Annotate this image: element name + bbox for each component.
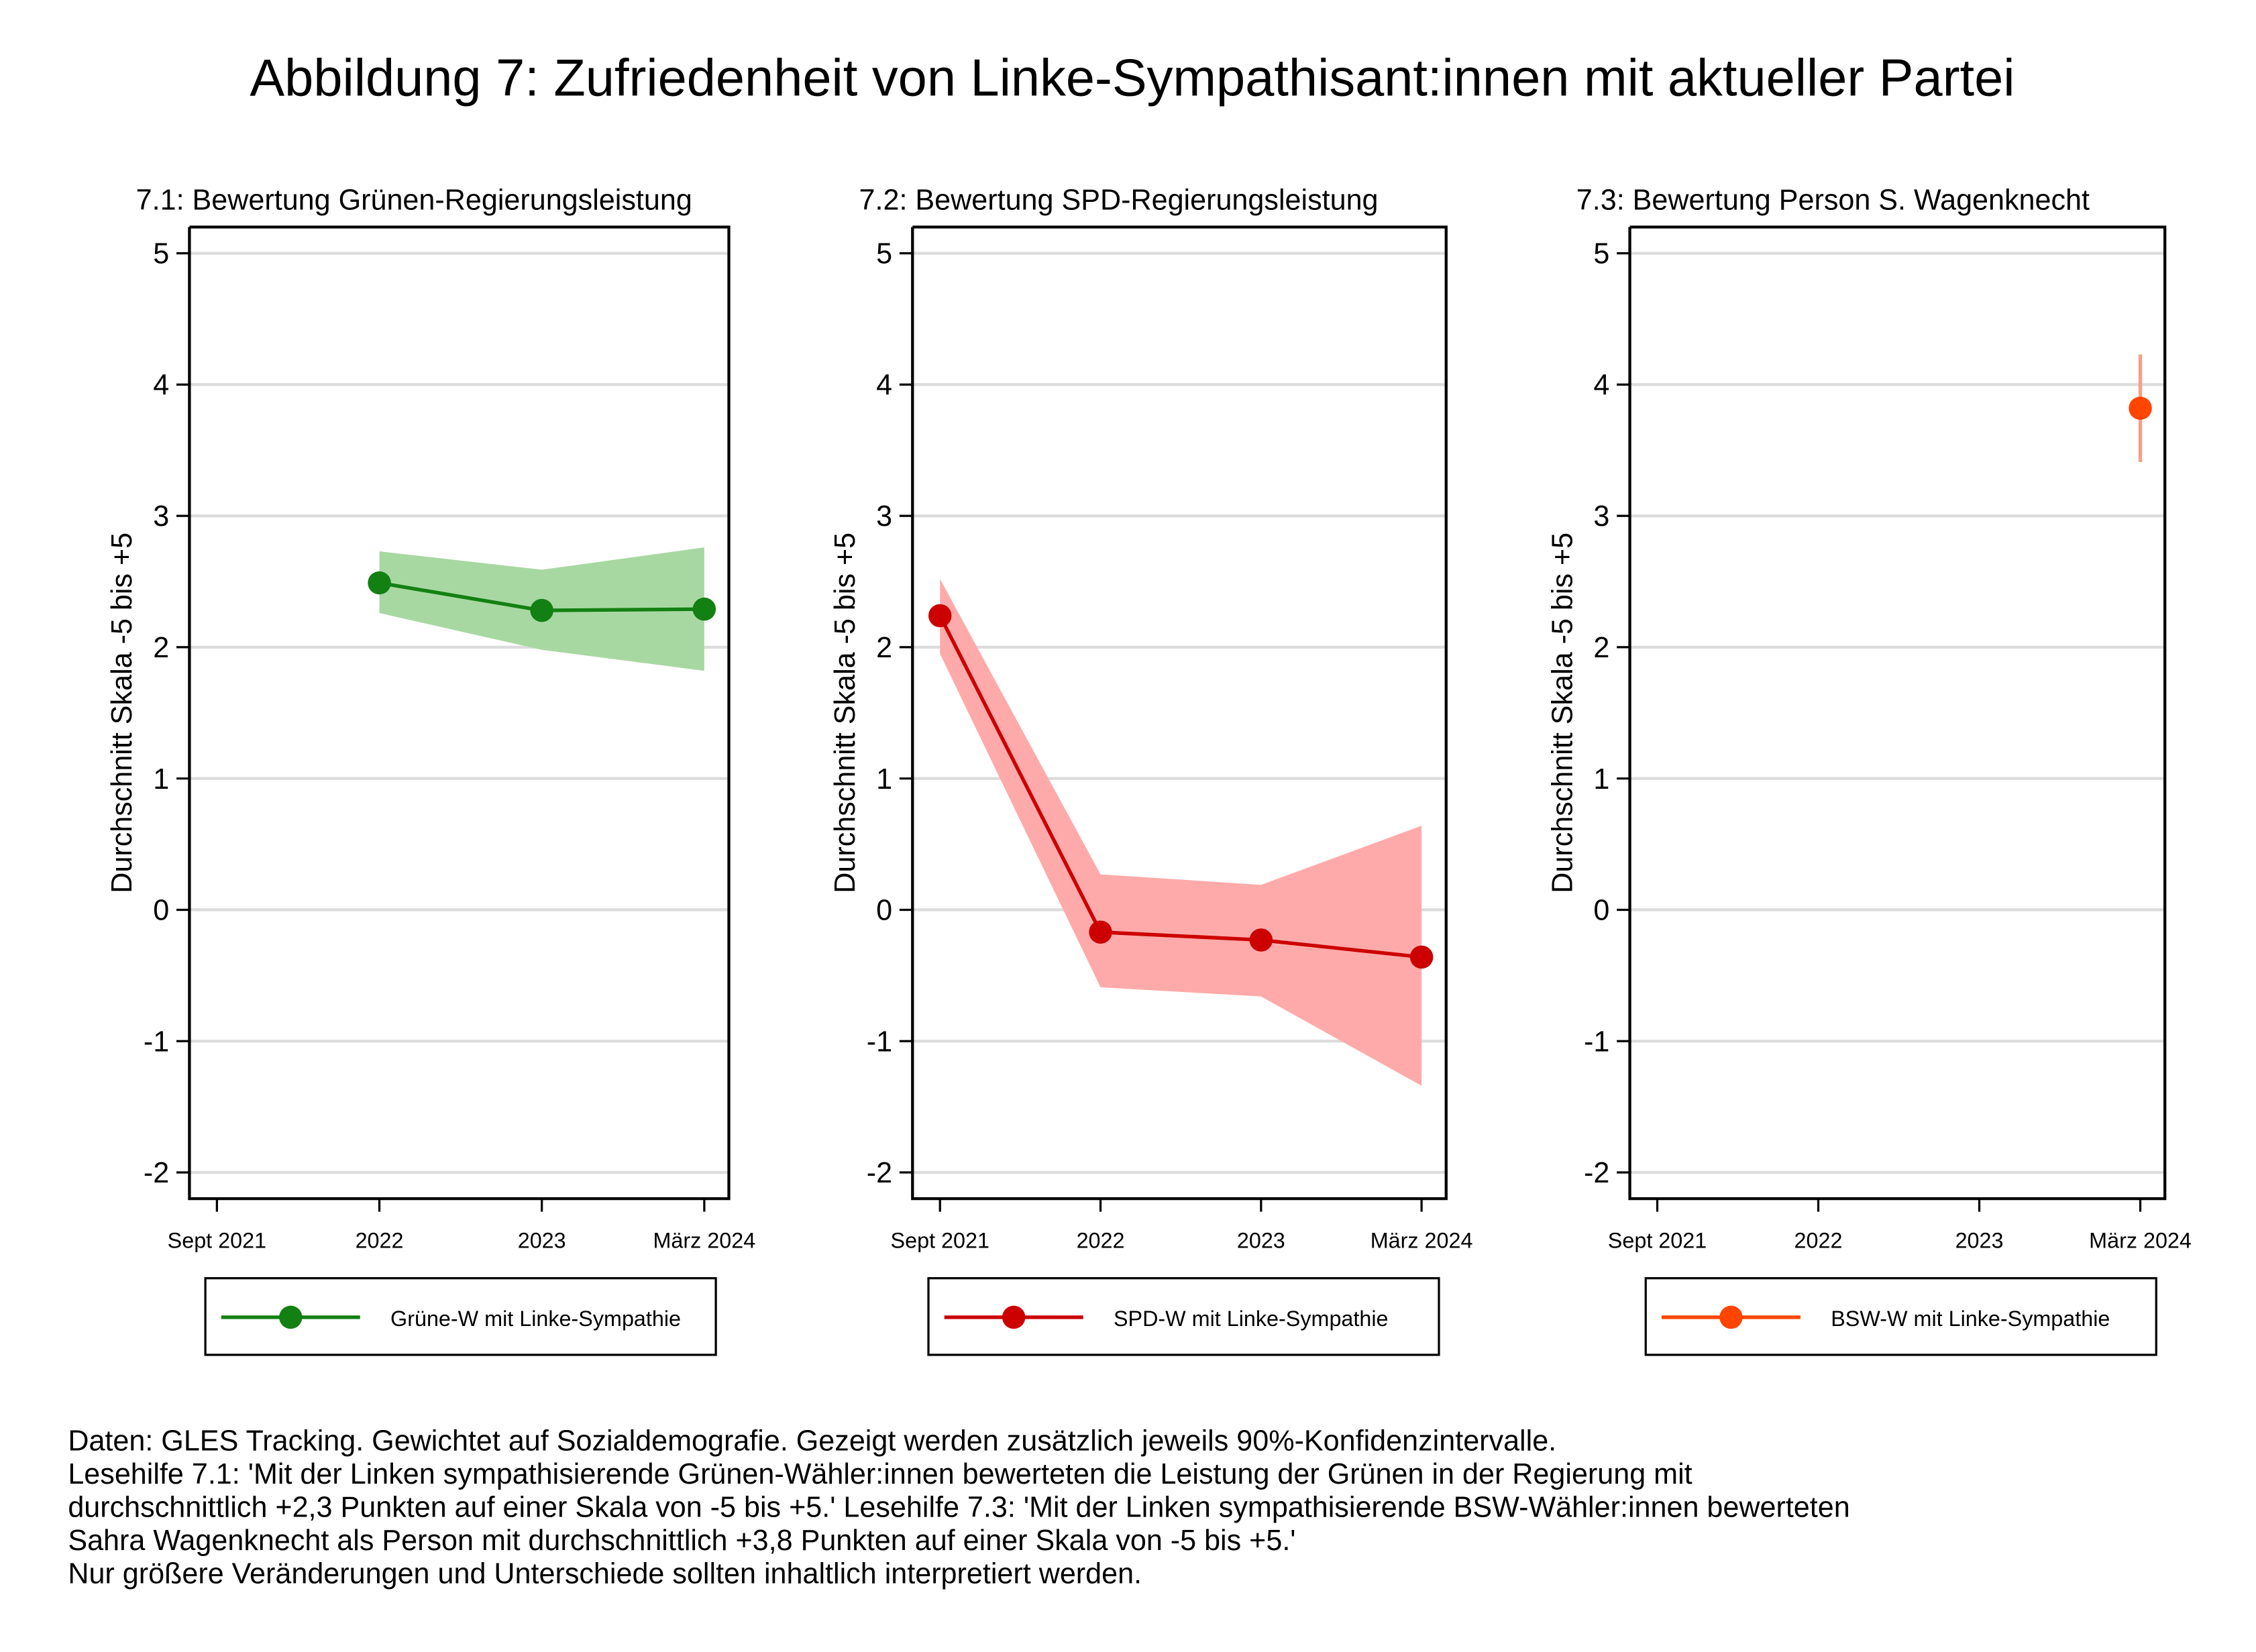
y-tick-label: 3 bbox=[876, 500, 892, 533]
y-tick-label: 3 bbox=[153, 500, 169, 533]
x-tick-label: März 2024 bbox=[653, 1228, 755, 1252]
data-point bbox=[692, 597, 716, 621]
y-tick-label: 5 bbox=[153, 238, 169, 270]
y-tick-label: 0 bbox=[876, 895, 892, 927]
x-tick-label: 2022 bbox=[356, 1228, 404, 1252]
y-tick-label: 0 bbox=[1593, 895, 1609, 927]
x-tick-label: Sept 2021 bbox=[168, 1228, 266, 1252]
y-tick-label: 4 bbox=[876, 369, 892, 401]
x-tick-label: März 2024 bbox=[1371, 1228, 1473, 1252]
y-tick-label: 2 bbox=[153, 632, 169, 664]
y-tick-label: -2 bbox=[1584, 1157, 1609, 1189]
x-tick-label: 2023 bbox=[1237, 1228, 1285, 1252]
y-tick-label: 4 bbox=[1593, 369, 1609, 401]
y-tick-label: -1 bbox=[867, 1026, 892, 1058]
axis-frame bbox=[911, 225, 1448, 1201]
data-point bbox=[530, 598, 553, 622]
legend-box bbox=[1644, 1277, 2157, 1356]
note-line: Daten: GLES Tracking. Gewichtet auf Sozi… bbox=[68, 1425, 1556, 1457]
data-point bbox=[1409, 945, 1434, 969]
note-line: Lesehilfe 7.1: 'Mit der Linken sympathis… bbox=[68, 1458, 1692, 1490]
legend-label: BSW-W mit Linke-Sympathie bbox=[1831, 1307, 2110, 1331]
y-tick-label: 2 bbox=[1593, 632, 1609, 664]
data-point bbox=[928, 604, 952, 628]
y-tick-label: -2 bbox=[144, 1157, 169, 1189]
y-tick-label: -1 bbox=[144, 1026, 169, 1058]
figure-title: Abbildung 7: Zufriedenheit von Linke-Sym… bbox=[250, 49, 2015, 107]
panel-title: 7.2: Bewertung SPD-Regierungsleistung bbox=[859, 184, 1379, 217]
y-tick-label: 4 bbox=[153, 369, 169, 401]
y-tick-label: 1 bbox=[1593, 763, 1609, 795]
y-tick-label: 1 bbox=[876, 763, 892, 795]
data-point bbox=[1249, 928, 1273, 952]
x-tick-label: 2023 bbox=[1955, 1228, 2004, 1252]
legend-marker bbox=[279, 1305, 303, 1329]
y-tick-label: 0 bbox=[153, 895, 169, 927]
y-tick-label: -1 bbox=[1584, 1026, 1609, 1058]
y-axis-label: Durchschnitt Skala -5 bis +5 bbox=[1546, 533, 1578, 893]
panel-title: 7.1: Bewertung Grünen-Regierungsleistung bbox=[136, 184, 692, 217]
x-tick-label: 2022 bbox=[1794, 1228, 1843, 1252]
series-line bbox=[938, 614, 1422, 959]
x-tick-label: 2023 bbox=[518, 1228, 566, 1252]
x-tick-label: Sept 2021 bbox=[1608, 1228, 1707, 1252]
axis-frame bbox=[1628, 225, 2167, 1201]
note-line: durchschnittlich +2,3 Punkten auf einer … bbox=[68, 1491, 1849, 1523]
y-tick-label: 3 bbox=[1593, 500, 1609, 533]
x-tick-label: Sept 2021 bbox=[891, 1228, 989, 1252]
y-tick-label: 2 bbox=[876, 632, 892, 664]
axis-frame bbox=[188, 225, 731, 1201]
data-point bbox=[1089, 920, 1112, 944]
y-tick-label: 1 bbox=[153, 763, 169, 795]
legend-label: SPD-W mit Linke-Sympathie bbox=[1114, 1307, 1389, 1331]
data-point bbox=[2129, 396, 2152, 420]
y-axis-label: Durchschnitt Skala -5 bis +5 bbox=[829, 533, 861, 893]
x-tick-label: März 2024 bbox=[2089, 1228, 2192, 1252]
legend-box bbox=[927, 1277, 1440, 1356]
y-tick-label: 5 bbox=[1593, 238, 1609, 270]
legend-marker bbox=[1002, 1305, 1026, 1329]
y-tick-label: -2 bbox=[867, 1157, 892, 1189]
x-tick-label: 2022 bbox=[1077, 1228, 1125, 1252]
legend-marker bbox=[1719, 1305, 1743, 1329]
y-tick-label: 5 bbox=[876, 238, 892, 270]
note-line: Nur größere Veränderungen und Unterschie… bbox=[68, 1558, 1142, 1590]
legend-box bbox=[204, 1277, 717, 1356]
y-axis-label: Durchschnitt Skala -5 bis +5 bbox=[106, 533, 138, 893]
confidence-band bbox=[940, 579, 1422, 1086]
data-point bbox=[368, 571, 391, 595]
note-line: Sahra Wagenknecht als Person mit durchsc… bbox=[68, 1525, 1295, 1557]
legend-label: Grüne-W mit Linke-Sympathie bbox=[390, 1307, 681, 1331]
panel-title: 7.3: Bewertung Person S. Wagenknecht bbox=[1576, 184, 2090, 217]
